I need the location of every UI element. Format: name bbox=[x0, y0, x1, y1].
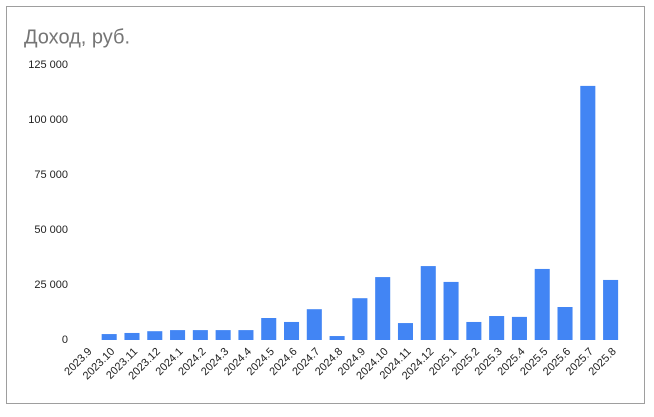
y-tick-label: 25 000 bbox=[34, 279, 68, 291]
bar bbox=[603, 279, 619, 340]
bar bbox=[352, 298, 368, 340]
bar bbox=[238, 330, 254, 340]
bar bbox=[283, 321, 300, 340]
bar bbox=[101, 334, 117, 340]
bar bbox=[147, 331, 163, 340]
chart-border bbox=[6, 6, 645, 404]
bar bbox=[397, 323, 414, 340]
bar bbox=[511, 316, 527, 340]
bar bbox=[170, 330, 186, 340]
bar bbox=[192, 330, 208, 340]
y-tick-label: 100 000 bbox=[28, 114, 68, 126]
bar bbox=[306, 309, 322, 340]
bar bbox=[466, 321, 482, 340]
y-tick-label: 75 000 bbox=[34, 169, 68, 181]
y-tick-label: 0 bbox=[62, 334, 68, 346]
bar bbox=[534, 268, 550, 340]
bar bbox=[375, 277, 391, 340]
bar bbox=[580, 85, 596, 341]
bar bbox=[443, 281, 459, 340]
bar bbox=[557, 307, 573, 340]
bar bbox=[215, 330, 231, 340]
bar bbox=[489, 316, 505, 340]
bar bbox=[261, 318, 277, 340]
bar bbox=[124, 332, 140, 340]
bar bbox=[329, 336, 345, 340]
y-tick-label: 50 000 bbox=[34, 224, 68, 236]
y-tick-label: 125 000 bbox=[28, 59, 68, 71]
bar bbox=[420, 266, 436, 340]
chart-title: Доход, руб. bbox=[24, 26, 130, 48]
